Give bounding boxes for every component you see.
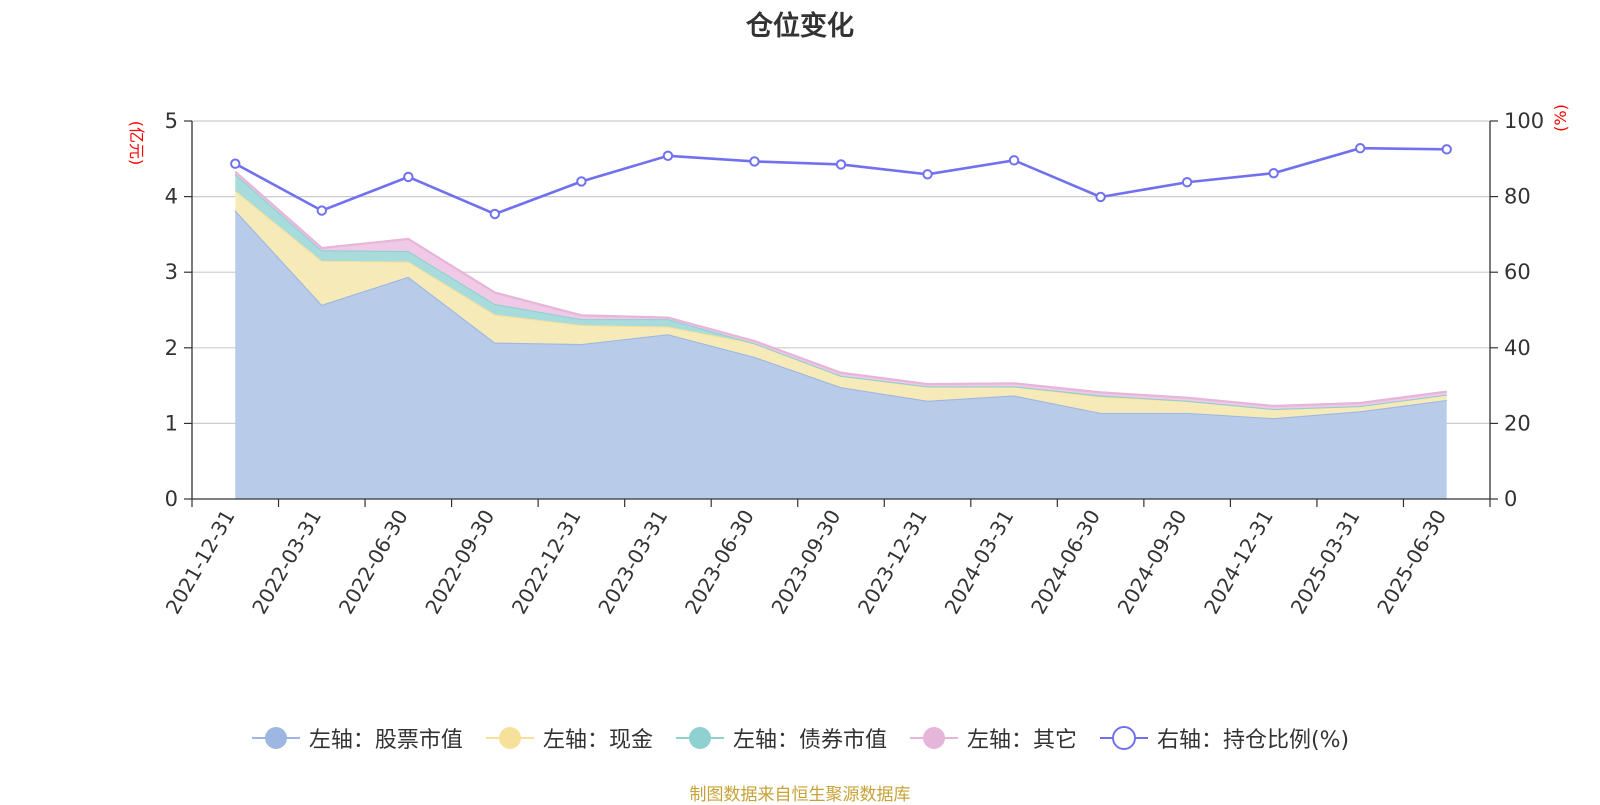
ratio-point xyxy=(403,171,414,183)
legend-item[interactable]: 右轴：持仓比例(%) xyxy=(1099,722,1349,754)
x-axis-tick-label: 2022-06-30 xyxy=(334,506,413,619)
x-axis-tick-label: 2023-12-31 xyxy=(853,506,932,619)
right-axis-tick-label: 60 xyxy=(1504,260,1531,284)
x-axis-tick-label: 2024-12-31 xyxy=(1199,506,1278,619)
left-axis-tick-label: 2 xyxy=(165,336,178,360)
legend-item[interactable]: 左轴：债券市值 xyxy=(675,722,887,754)
legend-label: 左轴：债券市值 xyxy=(732,728,887,753)
x-axis-tick-label: 2022-09-30 xyxy=(420,506,499,619)
ratio-point xyxy=(1008,155,1020,166)
ratio-point xyxy=(1181,177,1193,188)
ratio-point xyxy=(922,169,933,180)
ratio-point xyxy=(835,159,847,170)
ratio-point xyxy=(1095,191,1106,203)
ratio-line-path xyxy=(234,146,1447,216)
left-axis-tick-label: 4 xyxy=(165,185,178,209)
right-axis-tick-label: 40 xyxy=(1504,336,1531,360)
circle-legend-icon xyxy=(485,727,534,749)
x-axis-tick-label: 2025-03-31 xyxy=(1286,506,1365,619)
legend-label: 右轴：持仓比例(%) xyxy=(1156,728,1350,753)
x-axis-tick-label: 2024-03-31 xyxy=(939,506,1018,619)
x-axis-tick-label: 2025-06-30 xyxy=(1372,506,1451,619)
source-note: 制图数据来自恒生聚源数据库 xyxy=(689,785,911,805)
left-axis-tick-label: 3 xyxy=(165,260,178,284)
left-axis-tick-label: 5 xyxy=(165,109,178,133)
left-axis-unit: (亿元) xyxy=(127,121,146,166)
area-3 xyxy=(235,171,1447,410)
legend-item[interactable]: 左轴：现金 xyxy=(485,722,653,754)
left-axis-tick-label: 0 xyxy=(165,487,178,511)
ratio-point xyxy=(1441,144,1452,155)
x-axis-tick-label: 2024-09-30 xyxy=(1113,506,1192,619)
x-axis-tick-label: 2023-09-30 xyxy=(766,506,845,619)
legend-item[interactable]: 左轴：其它 xyxy=(909,722,1077,754)
legend-label: 左轴：股票市值 xyxy=(308,728,463,753)
ratio-point xyxy=(316,205,327,216)
ratio-point xyxy=(662,150,674,161)
right-axis-unit: (%) xyxy=(1551,104,1570,132)
ratio-point xyxy=(576,176,587,187)
legend-label: 左轴：其它 xyxy=(966,728,1077,753)
ratio-point xyxy=(1268,167,1279,179)
right-axis-tick-label: 0 xyxy=(1504,487,1517,511)
legend-label: 左轴：现金 xyxy=(542,728,653,753)
stacked-areas xyxy=(234,170,1447,499)
right-axis-tick-label: 100 xyxy=(1504,109,1544,133)
x-axis-tick-label: 2023-06-30 xyxy=(680,506,759,619)
x-axis-tick-label: 2021-12-31 xyxy=(161,506,240,619)
chart-title: 仓位变化 xyxy=(746,11,854,42)
ratio-line xyxy=(230,143,1452,220)
legend-item[interactable]: 左轴：股票市值 xyxy=(251,722,463,754)
right-axis-tick-label: 20 xyxy=(1504,411,1531,435)
x-axis-tick-label: 2024-06-30 xyxy=(1026,506,1105,619)
hollow-circle-legend-icon xyxy=(1099,726,1148,750)
circle-legend-icon xyxy=(675,727,724,749)
ratio-point xyxy=(489,208,501,220)
x-axis-tick-label: 2023-03-31 xyxy=(593,506,672,619)
circle-legend-icon xyxy=(909,727,958,749)
x-axis-tick-label: 2022-03-31 xyxy=(247,506,326,619)
area-0 xyxy=(235,210,1447,499)
right-axis-tick-label: 80 xyxy=(1504,185,1531,209)
x-axis-tick-label: 2022-12-31 xyxy=(507,506,586,619)
area-edge-3 xyxy=(234,170,1447,408)
ratio-point xyxy=(1355,143,1366,154)
legend: 左轴：股票市值 左轴：现金 左轴：债券市值 左轴：其它 右轴：持仓比例(%) xyxy=(0,722,1600,754)
circle-legend-icon xyxy=(251,727,300,749)
ratio-point xyxy=(749,156,760,167)
left-axis-tick-label: 1 xyxy=(165,411,178,435)
ratio-point xyxy=(230,158,241,169)
